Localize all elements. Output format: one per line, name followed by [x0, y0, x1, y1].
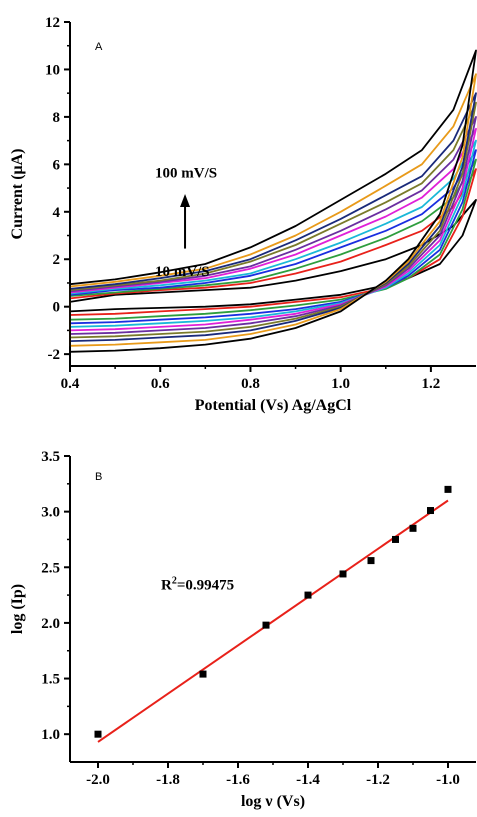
data-point [427, 507, 434, 515]
panel-b: -2.0 -1.8 -1.6 -1.4 -1.2 -1.0 1.0 1.5 2.0 2.5 3.0 3… [9, 449, 476, 810]
y-tick-label: 8 [53, 110, 61, 126]
x-tick-label: 0.8 [241, 376, 260, 392]
y-tick-label: 1.5 [41, 672, 60, 688]
data-point [392, 535, 399, 543]
y-tick-label: 2.0 [41, 616, 60, 632]
x-tick-label: -1.2 [366, 772, 390, 788]
cv-curve-10 [69, 73, 477, 347]
r-squared-annotation: R2=0.99475 [161, 576, 234, 594]
cv-curve-11 [69, 49, 477, 353]
x-tick-label: -1.6 [226, 772, 250, 788]
y-tick-label: 4 [53, 205, 61, 221]
data-point [367, 557, 375, 565]
y-tick-label: 6 [53, 157, 61, 173]
x-tick-label: -1.0 [436, 772, 460, 788]
panel-label: A [95, 41, 103, 53]
data-point [262, 621, 270, 629]
x-tick-label: -1.4 [296, 772, 320, 788]
x-tick-label: -2.0 [86, 772, 110, 788]
cv-curve-9 [69, 92, 477, 342]
data-point [304, 591, 312, 599]
x-tick-label: -1.8 [156, 772, 180, 788]
y-axis-title: log (Ip) [9, 584, 26, 634]
y-tick-label: 0 [53, 300, 61, 316]
y-tick-label: 1.0 [41, 727, 60, 743]
cv-curve-6 [69, 127, 477, 332]
cv-curve-8 [69, 101, 477, 339]
y-tick-label: 3.5 [41, 449, 60, 465]
data-point [409, 524, 417, 532]
data-point [94, 730, 102, 738]
cv-curve-3 [69, 158, 477, 321]
x-axis-title: Potential (Vs) Ag/AgCl [195, 397, 352, 414]
data-point [199, 670, 207, 678]
y-tick-label: 2.5 [41, 560, 60, 576]
panel-a: 0.4 0.6 0.8 1.0 1.2 -2 0 2 4 6 8 10 12 Potential (Vs)… [9, 15, 477, 414]
x-tick-label: 1.0 [331, 376, 350, 392]
x-tick-label: 0.6 [151, 376, 170, 392]
cv-curve-1 [69, 199, 477, 313]
data-point [339, 570, 347, 578]
data-point [444, 485, 452, 493]
x-axis-title: log ν (Vs) [241, 793, 305, 810]
cv-curve-2 [69, 168, 477, 316]
scan-rate-arrow-head [180, 194, 191, 208]
annotation-10mvs: 10 mV/S [155, 264, 210, 280]
cv-curve-7 [69, 116, 477, 335]
y-axis-title: Current (μA) [9, 149, 26, 240]
y-tick-label: 10 [45, 62, 60, 78]
x-tick-label: 0.4 [61, 376, 80, 392]
cv-curve-5 [69, 139, 477, 328]
y-tick-label: -2 [48, 347, 61, 363]
y-tick-label: 12 [45, 15, 60, 31]
x-tick-label: 1.2 [422, 376, 441, 392]
annotation-100mvs: 100 mV/S [155, 165, 217, 181]
cv-curve-4 [69, 149, 477, 325]
y-tick-label: 3.0 [41, 505, 60, 521]
panel-label: B [95, 471, 102, 483]
y-tick-label: 2 [53, 252, 61, 268]
fit-line [97, 499, 449, 743]
